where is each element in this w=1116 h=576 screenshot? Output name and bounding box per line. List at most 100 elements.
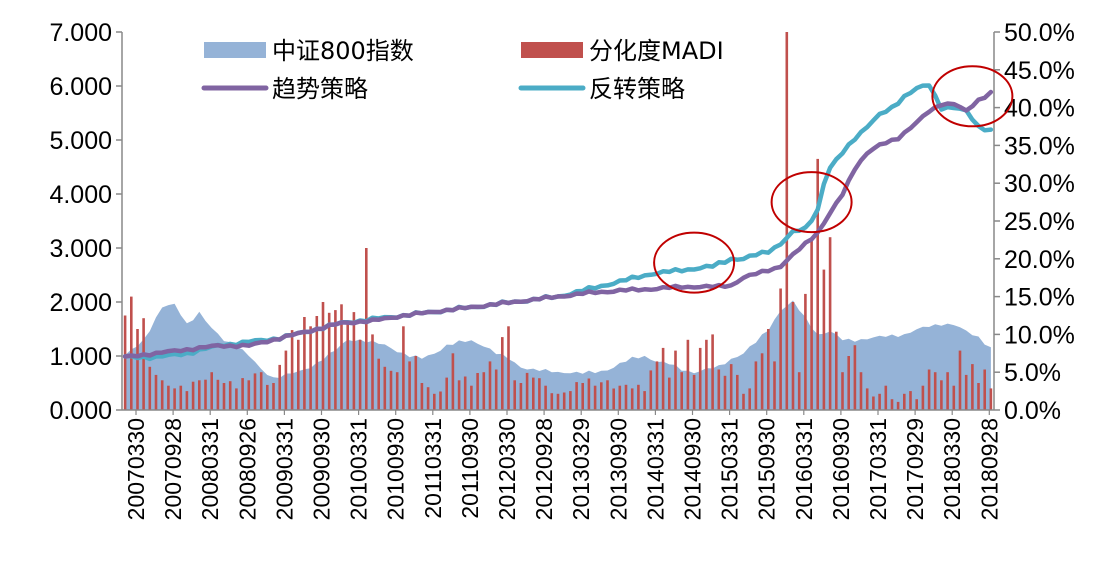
bar-madi <box>705 339 708 410</box>
bar-madi <box>865 388 869 410</box>
bar-madi <box>445 377 448 410</box>
bar-madi <box>915 399 918 410</box>
x-tick-label: 20150930 <box>754 418 780 520</box>
bar-madi <box>365 248 368 410</box>
bar-madi <box>909 391 912 410</box>
bar-madi <box>222 383 226 410</box>
bar-madi <box>488 361 492 410</box>
bar-madi <box>494 369 498 410</box>
bar-madi <box>643 391 646 410</box>
bar-madi <box>760 353 764 410</box>
bar-madi <box>123 315 127 410</box>
bar-madi <box>569 391 572 410</box>
bar-madi <box>618 385 622 410</box>
bar-madi <box>297 339 300 410</box>
bar-madi <box>383 366 387 410</box>
right-tick-label: 50.0% <box>1004 19 1075 47</box>
bar-madi <box>668 377 671 410</box>
bar-madi <box>278 364 281 410</box>
bar-madi <box>921 385 925 410</box>
right-tick-label: 5.0% <box>1004 359 1061 387</box>
x-tick-label: 20160930 <box>828 418 854 520</box>
bar-madi <box>946 372 949 410</box>
line-series-trend <box>122 89 994 359</box>
bar-madi <box>395 372 399 410</box>
x-tick-label: 20170929 <box>902 418 928 520</box>
bar-madi <box>649 370 653 410</box>
bar-madi <box>779 288 782 410</box>
bar-madi <box>241 378 244 410</box>
bar-madi <box>284 350 288 410</box>
bar-madi <box>439 391 442 410</box>
bar-madi <box>290 330 294 410</box>
bar-madi <box>927 369 931 410</box>
axes: 0.000 1.000 2.000 3.000 4.000 5.000 6.000 7.000… <box>49 19 1074 520</box>
bar-madi <box>321 302 325 410</box>
bar-madi <box>835 331 838 410</box>
bar-madi <box>612 388 615 410</box>
x-tick-label: 20140331 <box>642 418 668 520</box>
bar-madi <box>414 356 418 410</box>
left-tick-label: 2.000 <box>49 289 112 317</box>
bar-madi <box>562 392 566 410</box>
highlight-ellipse <box>653 231 736 294</box>
bar-madi <box>989 388 993 410</box>
left-tick-label: 5.000 <box>49 127 112 155</box>
x-tick-label: 20120928 <box>531 418 557 520</box>
bar-madi <box>532 377 535 410</box>
bar-madi <box>334 310 337 410</box>
legend-swatch <box>521 42 583 58</box>
bar-madi <box>426 387 430 410</box>
bar-madi <box>637 384 640 410</box>
bar-madi <box>451 353 455 410</box>
x-tick-label: 20080331 <box>197 418 223 520</box>
bar-madi <box>389 370 393 410</box>
bar-madi <box>952 385 956 410</box>
bar-madi <box>371 334 374 410</box>
bar-madi <box>822 269 826 410</box>
bar-madi <box>154 374 158 410</box>
bar-madi <box>872 396 875 410</box>
right-tick-label: 15.0% <box>1004 284 1075 312</box>
bar-madi <box>698 347 702 410</box>
x-tick-label: 20090331 <box>271 418 297 520</box>
x-tick-label: 20130930 <box>605 418 631 520</box>
x-tick-label: 20110930 <box>457 418 483 519</box>
bar-madi <box>216 379 220 410</box>
annotations <box>653 65 1014 294</box>
bar-madi <box>736 374 739 410</box>
bar-madi <box>538 378 541 410</box>
legend: 中证800指数 分化度MADI 趋势策略 反转策略 <box>201 37 724 103</box>
right-tick-label: 0.0% <box>1004 397 1061 425</box>
left-tick-label: 0.000 <box>49 397 112 425</box>
bar-madi <box>235 388 238 410</box>
bar-madi <box>402 326 405 410</box>
bar-madi <box>859 372 863 410</box>
x-tick-label: 20170331 <box>865 418 891 520</box>
legend-label: 分化度MADI <box>589 37 724 65</box>
bar-madi <box>767 329 770 410</box>
bar-madi <box>630 388 634 410</box>
x-tick-label: 20080926 <box>234 418 260 520</box>
bar-madi <box>575 382 578 410</box>
bar-madi <box>185 391 189 410</box>
left-tick-label: 1.000 <box>49 343 112 371</box>
bar-madi <box>841 372 844 410</box>
bar-madi <box>303 317 306 410</box>
bar-madi <box>525 372 529 410</box>
left-tick-label: 7.000 <box>49 19 112 47</box>
x-tick-label: 20120330 <box>494 418 520 520</box>
bar-madi <box>148 366 152 410</box>
bar-madi <box>748 388 751 410</box>
bar-madi <box>173 388 176 410</box>
x-tick-label: 20100930 <box>383 418 409 520</box>
bar-madi <box>160 380 164 410</box>
right-tick-label: 35.0% <box>1004 132 1075 160</box>
bar-madi <box>136 329 139 410</box>
bar-madi <box>853 345 857 410</box>
bar-madi <box>408 361 411 410</box>
plot-area <box>122 32 994 410</box>
bar-madi <box>729 364 733 410</box>
bar-madi <box>581 383 584 410</box>
